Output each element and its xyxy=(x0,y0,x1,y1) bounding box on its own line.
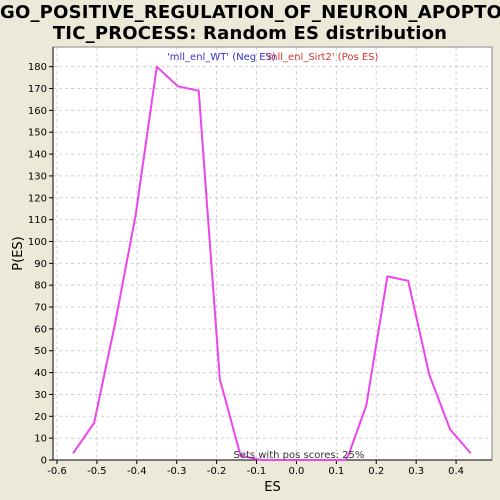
y-tick-label: 180 xyxy=(28,62,47,73)
x-tick-label: -0.3 xyxy=(167,466,187,477)
x-tick-label: 0.0 xyxy=(288,466,304,477)
y-tick-label: 140 xyxy=(28,150,47,161)
plot-area xyxy=(53,47,492,460)
x-tick-label: -0.6 xyxy=(47,466,67,477)
chart-title: GO_POSITIVE_REGULATION_OF_NEURON_APOPTO … xyxy=(0,2,500,44)
y-tick-label: 100 xyxy=(28,237,47,248)
y-tick-label: 0 xyxy=(41,456,47,467)
y-tick-label: 40 xyxy=(34,368,47,379)
legend-pos-label: 'mll_enl_Sirt2' (Pos ES) xyxy=(265,52,379,63)
chart-title-line-2: TIC_PROCESS: Random ES distribution xyxy=(52,23,448,44)
y-tick-label: 10 xyxy=(34,434,47,445)
y-tick-label: 150 xyxy=(28,128,47,139)
y-tick-label: 50 xyxy=(34,346,47,357)
y-tick-label: 130 xyxy=(28,171,47,182)
grid xyxy=(53,47,492,460)
x-tick-label: -0.1 xyxy=(247,466,267,477)
y-tick-label: 60 xyxy=(34,324,47,335)
x-tick-label: 0.3 xyxy=(408,466,424,477)
y-tick-label: 90 xyxy=(34,259,47,270)
series-layer xyxy=(72,65,472,461)
chart-title-line-1: GO_POSITIVE_REGULATION_OF_NEURON_APOPTO xyxy=(0,2,500,23)
y-tick-label: 70 xyxy=(34,303,47,314)
y-tick-label: 170 xyxy=(28,84,47,95)
y-tick-label: 160 xyxy=(28,106,47,117)
y-tick-label: 120 xyxy=(28,193,47,204)
x-tick-label: 0.4 xyxy=(448,466,464,477)
y-tick-label: 30 xyxy=(34,390,47,401)
y-axis-label: P(ES) xyxy=(11,236,26,270)
y-tick-label: 110 xyxy=(28,215,47,226)
x-axis-label: ES xyxy=(264,480,280,495)
x-tick-label: -0.4 xyxy=(127,466,147,477)
x-tick-label: -0.5 xyxy=(87,466,107,477)
es-distribution-line xyxy=(72,65,472,461)
pos-scores-annotation: Sets with pos scores: 25% xyxy=(233,450,364,461)
x-tick-label: -0.2 xyxy=(207,466,227,477)
y-tick-label: 80 xyxy=(34,281,47,292)
legend-neg-label: 'mll_enl_WT' (Neg ES) xyxy=(167,52,276,63)
x-tick-label: 0.1 xyxy=(328,466,344,477)
ticks: 0 10 20 30 40 50 60 70 80 90 100 110 120 130 140 150 160… xyxy=(28,62,464,477)
y-tick-label: 20 xyxy=(34,412,47,423)
x-tick-label: 0.2 xyxy=(368,466,384,477)
